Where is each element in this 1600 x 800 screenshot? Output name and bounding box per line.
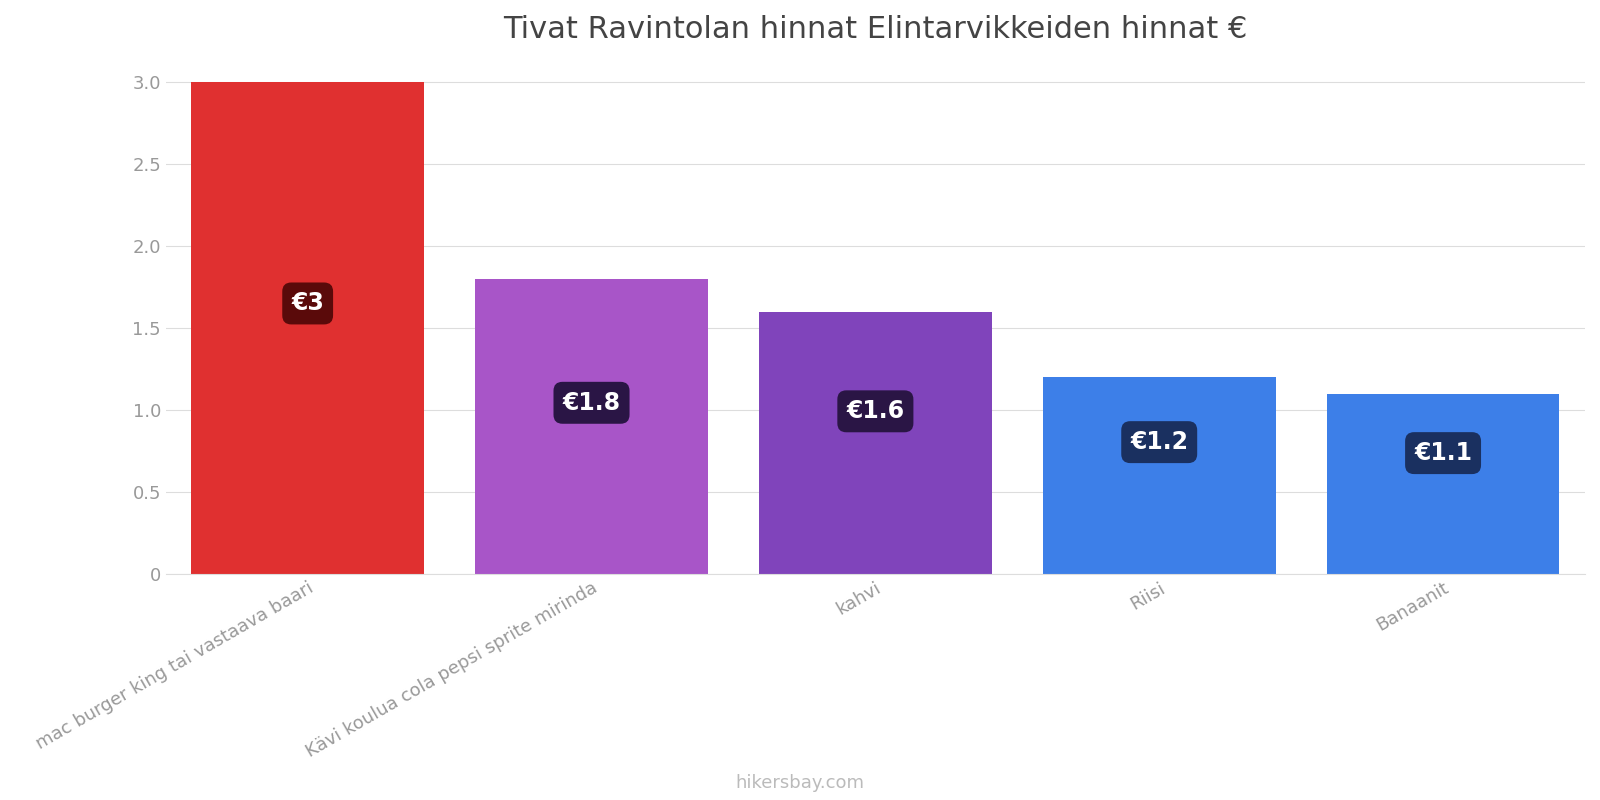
Text: €1.6: €1.6 (846, 399, 904, 423)
Bar (1326, 394, 1560, 574)
Text: €1.2: €1.2 (1130, 430, 1189, 454)
Text: hikersbay.com: hikersbay.com (736, 774, 864, 792)
Title: Tivat Ravintolan hinnat Elintarvikkeiden hinnat €: Tivat Ravintolan hinnat Elintarvikkeiden… (502, 15, 1248, 44)
Bar (758, 312, 992, 574)
Text: €1.1: €1.1 (1414, 441, 1472, 465)
Bar (1043, 378, 1275, 574)
Text: €3: €3 (291, 291, 325, 315)
Bar (475, 279, 707, 574)
Text: €1.8: €1.8 (563, 390, 621, 414)
Bar (192, 82, 424, 574)
